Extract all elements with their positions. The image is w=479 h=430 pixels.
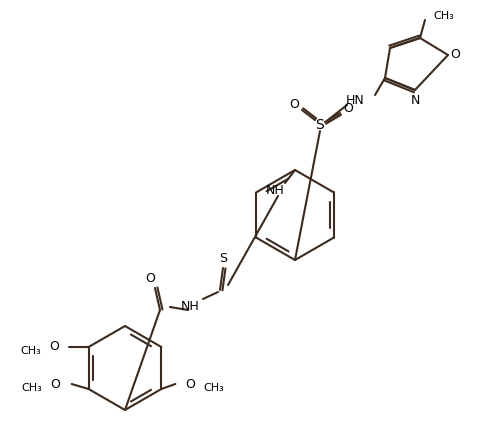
Text: O: O bbox=[50, 341, 59, 353]
Text: O: O bbox=[51, 378, 60, 390]
Text: O: O bbox=[450, 49, 460, 61]
Text: NH: NH bbox=[266, 184, 285, 197]
Text: HN: HN bbox=[346, 93, 365, 107]
Text: O: O bbox=[185, 378, 195, 390]
Text: CH₃: CH₃ bbox=[204, 383, 224, 393]
Text: CH₃: CH₃ bbox=[20, 346, 41, 356]
Text: CH₃: CH₃ bbox=[433, 11, 454, 21]
Text: S: S bbox=[316, 118, 324, 132]
Text: N: N bbox=[411, 93, 420, 107]
Text: O: O bbox=[343, 102, 353, 116]
Text: CH₃: CH₃ bbox=[21, 383, 42, 393]
Text: NH: NH bbox=[181, 301, 199, 313]
Text: S: S bbox=[219, 252, 227, 264]
Text: O: O bbox=[145, 271, 155, 285]
Text: O: O bbox=[289, 98, 299, 111]
